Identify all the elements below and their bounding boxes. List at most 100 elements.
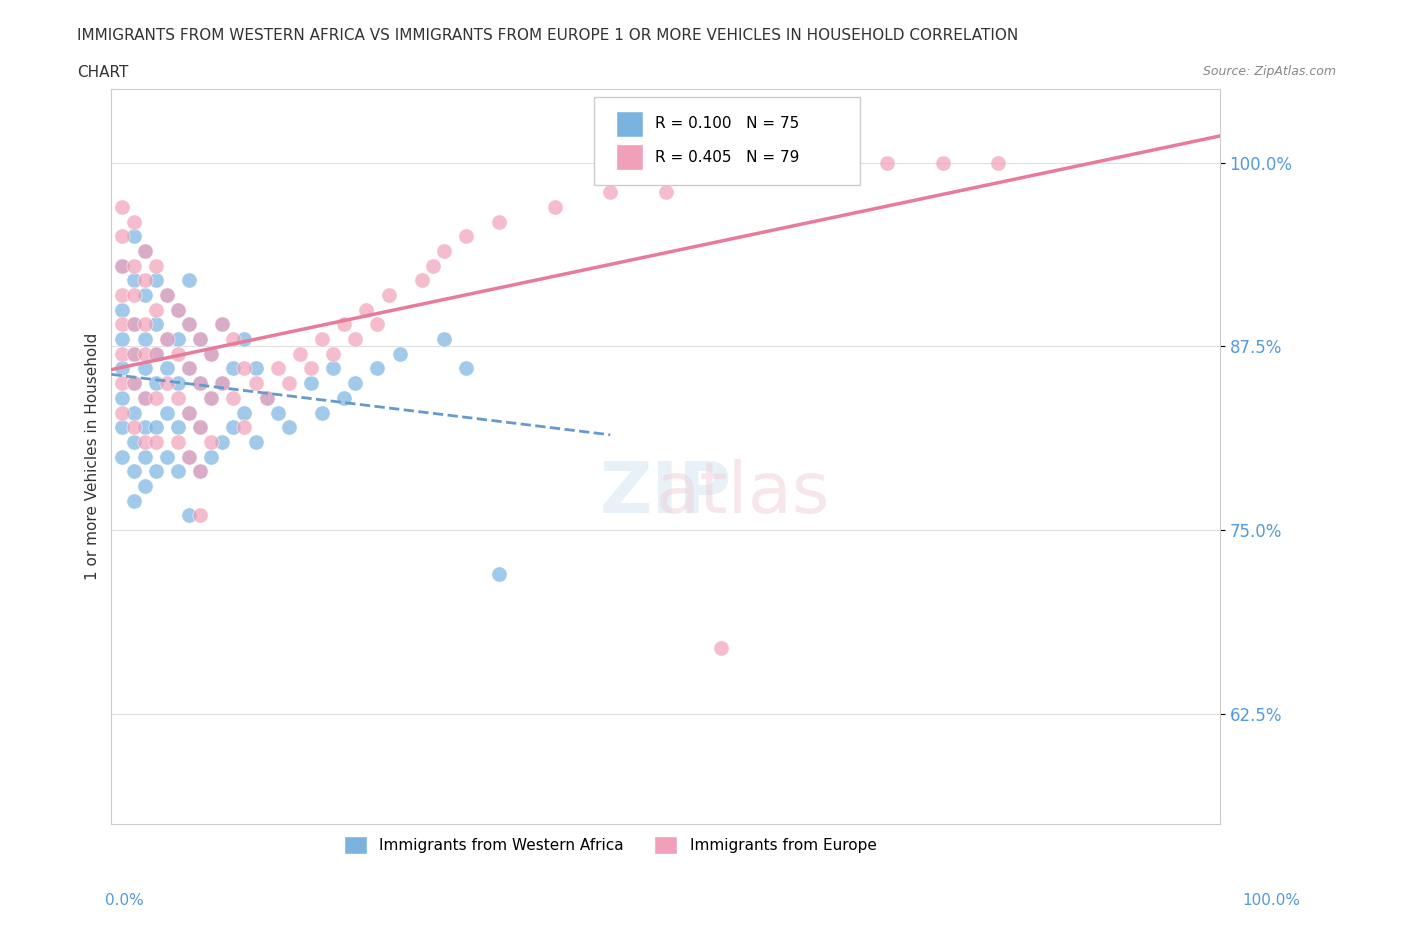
Point [200, 434, 222, 449]
Point [211, 434, 233, 449]
Text: R = 0.405   N = 79: R = 0.405 N = 79 [655, 151, 799, 166]
Point [122, 376, 145, 391]
Point [167, 302, 190, 317]
Point [456, 229, 478, 244]
Point [256, 391, 278, 405]
Point [167, 376, 190, 391]
Point [156, 449, 179, 464]
Point [344, 376, 367, 391]
Point [211, 376, 233, 391]
Point [134, 391, 156, 405]
Point [433, 244, 456, 259]
Point [599, 185, 621, 200]
Text: R = 0.100   N = 75: R = 0.100 N = 75 [655, 116, 799, 131]
Point [211, 317, 233, 332]
Point [654, 185, 676, 200]
Point [233, 361, 256, 376]
Point [122, 272, 145, 287]
Point [233, 332, 256, 347]
Point [245, 361, 267, 376]
Point [167, 464, 190, 479]
Point [111, 259, 134, 273]
Point [111, 376, 134, 391]
Point [134, 419, 156, 434]
Point [200, 391, 222, 405]
Point [122, 493, 145, 508]
Point [710, 170, 733, 185]
Point [167, 419, 190, 434]
Point [122, 419, 145, 434]
Point [122, 229, 145, 244]
Point [433, 332, 456, 347]
Point [177, 272, 200, 287]
Text: 0.0%: 0.0% [105, 893, 145, 908]
Point [134, 272, 156, 287]
Point [111, 405, 134, 420]
Point [134, 434, 156, 449]
Point [156, 405, 179, 420]
Point [256, 391, 278, 405]
Point [134, 449, 156, 464]
Point [311, 332, 333, 347]
Point [488, 566, 510, 581]
Point [134, 332, 156, 347]
Point [177, 405, 200, 420]
Point [111, 259, 134, 273]
Point [277, 376, 299, 391]
Text: CHART: CHART [77, 65, 129, 80]
Point [710, 640, 733, 655]
Point [122, 376, 145, 391]
Point [145, 434, 167, 449]
Point [145, 259, 167, 273]
Point [145, 376, 167, 391]
Point [145, 346, 167, 361]
Point [200, 391, 222, 405]
Point [177, 317, 200, 332]
Point [122, 287, 145, 302]
Point [366, 361, 388, 376]
Point [188, 376, 211, 391]
Point [488, 214, 510, 229]
Point [322, 346, 344, 361]
Point [167, 302, 190, 317]
Point [222, 391, 245, 405]
Point [145, 302, 167, 317]
Point [156, 287, 179, 302]
Point [111, 229, 134, 244]
Point [177, 317, 200, 332]
Point [299, 361, 322, 376]
Point [188, 419, 211, 434]
Point [134, 346, 156, 361]
Point [134, 361, 156, 376]
Point [222, 332, 245, 347]
Point [222, 361, 245, 376]
Point [134, 391, 156, 405]
Point [222, 419, 245, 434]
Point [188, 508, 211, 523]
Point [156, 376, 179, 391]
FancyBboxPatch shape [616, 144, 644, 170]
Point [145, 419, 167, 434]
Point [122, 346, 145, 361]
Point [277, 419, 299, 434]
Point [122, 346, 145, 361]
Point [111, 302, 134, 317]
Point [188, 464, 211, 479]
Point [156, 332, 179, 347]
Text: Source: ZipAtlas.com: Source: ZipAtlas.com [1202, 65, 1336, 78]
Point [156, 361, 179, 376]
Point [356, 302, 378, 317]
Point [111, 449, 134, 464]
Point [145, 272, 167, 287]
Text: IMMIGRANTS FROM WESTERN AFRICA VS IMMIGRANTS FROM EUROPE 1 OR MORE VEHICLES IN H: IMMIGRANTS FROM WESTERN AFRICA VS IMMIGR… [77, 28, 1018, 43]
Point [177, 508, 200, 523]
Point [821, 155, 844, 170]
Point [111, 346, 134, 361]
Point [177, 361, 200, 376]
Point [200, 346, 222, 361]
Point [266, 361, 288, 376]
Point [111, 391, 134, 405]
Point [377, 287, 399, 302]
Point [156, 287, 179, 302]
Legend: Immigrants from Western Africa, Immigrants from Europe: Immigrants from Western Africa, Immigran… [337, 830, 883, 860]
